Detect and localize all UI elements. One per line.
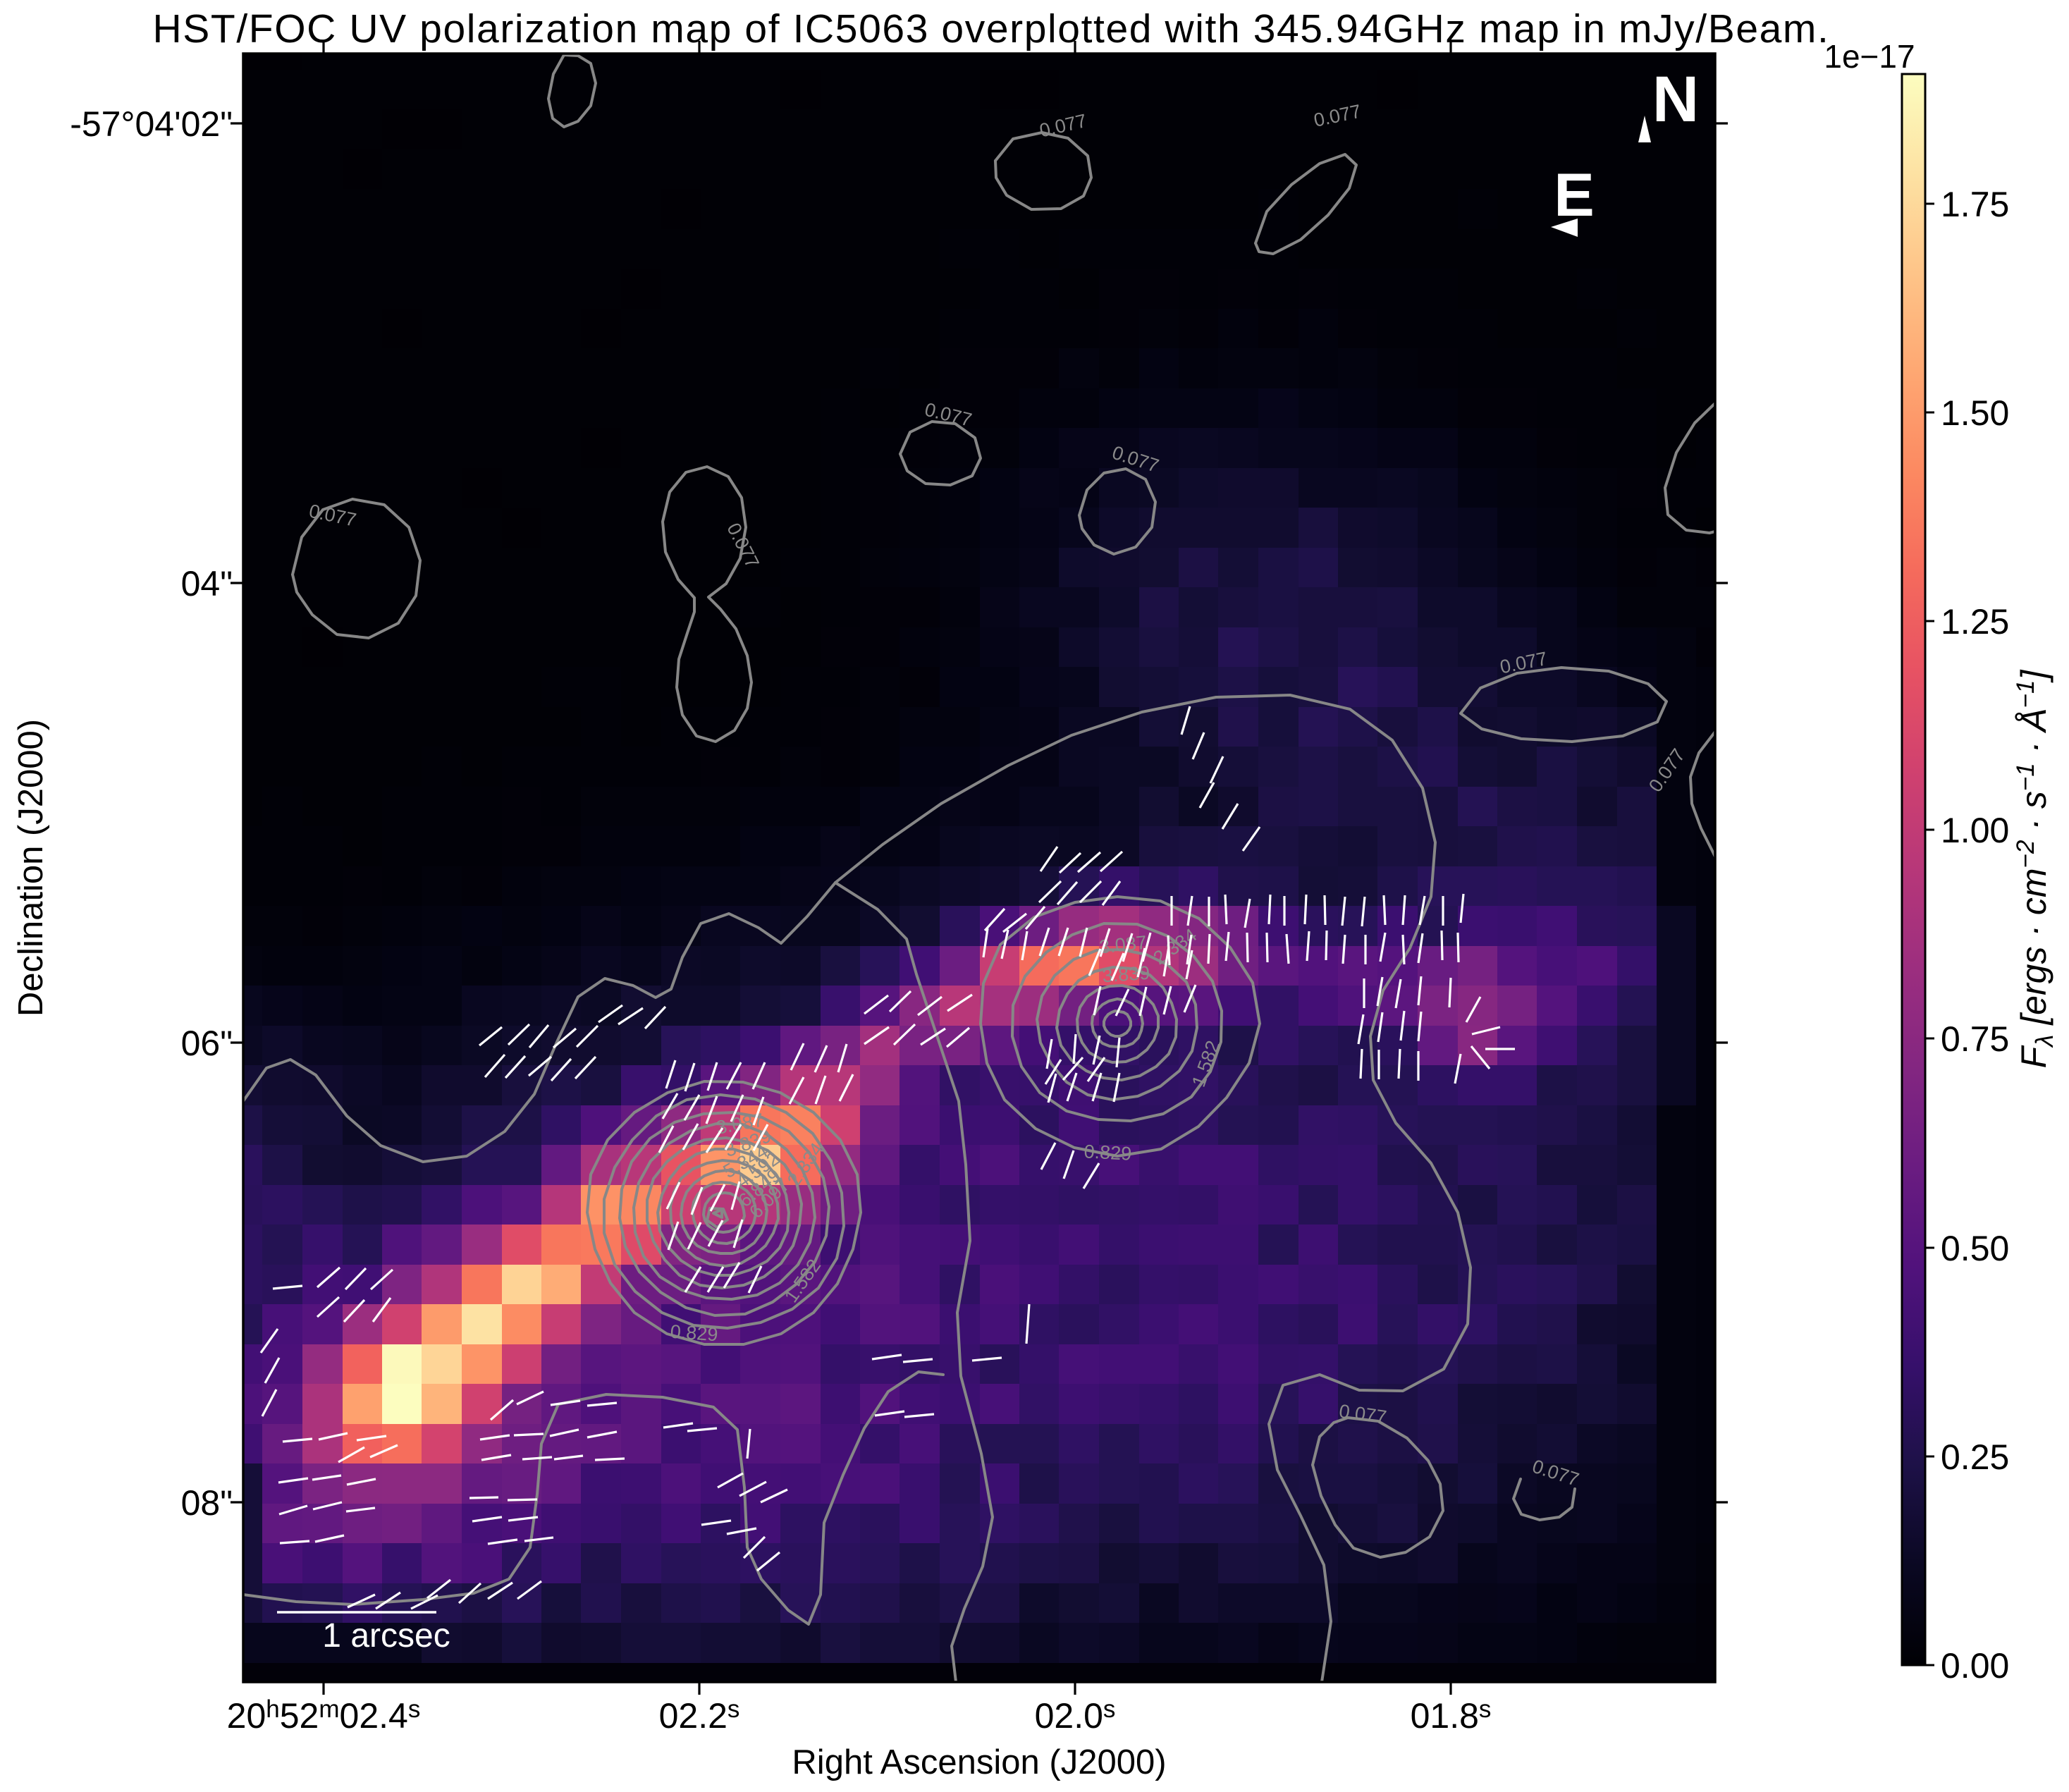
svg-text:N: N — [1652, 63, 1699, 135]
svg-text:1.00: 1.00 — [1941, 811, 2009, 850]
svg-text:01.8s: 01.8s — [1411, 1695, 1492, 1736]
svg-text:02.0s: 02.0s — [1035, 1695, 1116, 1736]
svg-text:0.00: 0.00 — [1941, 1646, 2009, 1686]
svg-text:Fλ [ergs · cm−2 · s−1 · Å−1]: Fλ [ergs · cm−2 · s−1 · Å−1] — [2012, 670, 2058, 1069]
svg-text:02.2s: 02.2s — [659, 1695, 740, 1736]
svg-text:3.839: 3.839 — [1102, 962, 1151, 987]
svg-text:0.25: 0.25 — [1941, 1437, 2009, 1477]
svg-text:-57°04'02": -57°04'02" — [70, 104, 233, 144]
svg-text:E: E — [1554, 161, 1594, 229]
svg-text:Right Ascension (J2000): Right Ascension (J2000) — [792, 1743, 1166, 1781]
svg-text:1e−17: 1e−17 — [1824, 38, 1915, 75]
svg-text:0.829: 0.829 — [1083, 1141, 1132, 1164]
svg-text:0.75: 0.75 — [1941, 1019, 2009, 1059]
svg-text:0.50: 0.50 — [1941, 1229, 2009, 1268]
svg-text:1.50: 1.50 — [1941, 393, 2009, 433]
svg-text:1.25: 1.25 — [1941, 602, 2009, 642]
svg-text:06": 06" — [181, 1024, 233, 1063]
svg-text:04": 04" — [181, 564, 233, 603]
svg-text:08": 08" — [181, 1483, 233, 1523]
svg-text:0.829: 0.829 — [670, 1321, 719, 1346]
svg-text:Declination (J2000): Declination (J2000) — [12, 719, 50, 1017]
svg-text:HST/FOC UV polarization map of: HST/FOC UV polarization map of IC5063 ov… — [153, 6, 1830, 51]
svg-text:1.75: 1.75 — [1941, 185, 2009, 224]
svg-text:1 arcsec: 1 arcsec — [322, 1617, 450, 1655]
